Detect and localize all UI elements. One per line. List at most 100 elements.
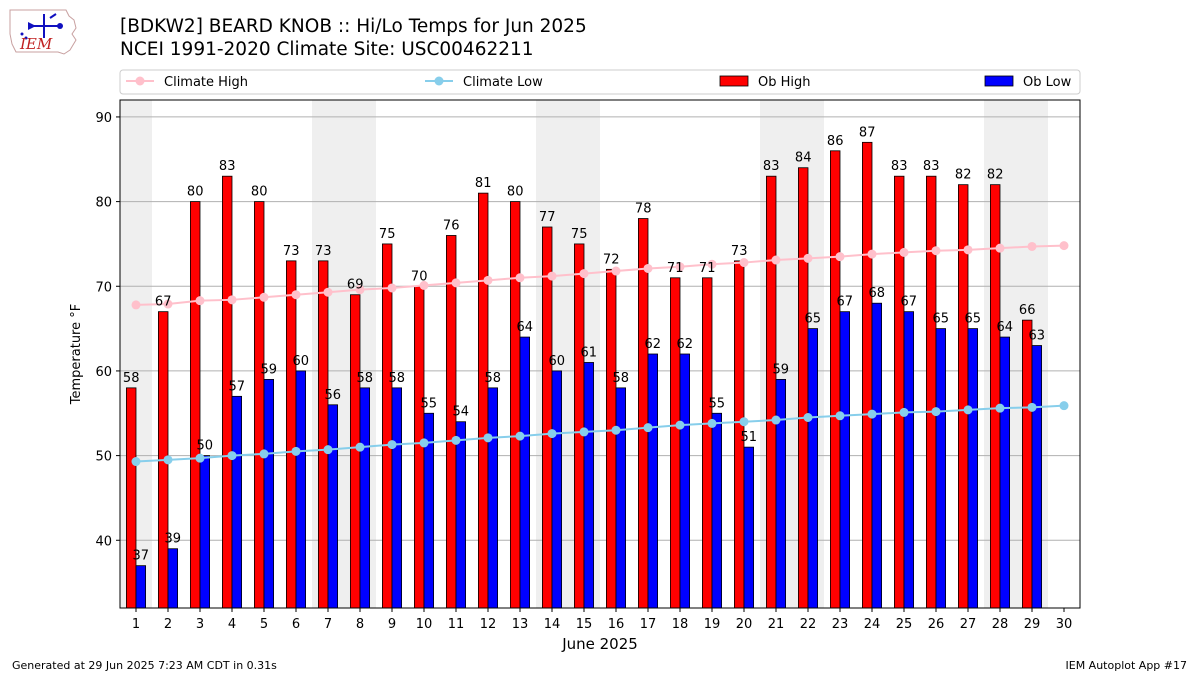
climate-high-point bbox=[195, 296, 205, 306]
x-tick-label: 26 bbox=[928, 617, 945, 632]
climate-low-point bbox=[163, 455, 173, 465]
climate-high-point bbox=[1059, 241, 1069, 251]
ob-low-bar bbox=[455, 421, 467, 609]
y-tick-label: 50 bbox=[95, 450, 112, 465]
ob-low-label: 68 bbox=[869, 286, 886, 301]
legend-label: Ob Low bbox=[1023, 75, 1072, 90]
ob-high-bar bbox=[926, 175, 937, 609]
ob-high-label: 83 bbox=[219, 159, 236, 174]
climate-high-point bbox=[611, 266, 621, 276]
ob-low-bar bbox=[391, 387, 403, 609]
ob-low-bar bbox=[359, 387, 371, 609]
ob-low-bar bbox=[615, 387, 627, 609]
ob-high-bar bbox=[766, 175, 777, 609]
legend-label: Climate Low bbox=[463, 75, 543, 90]
climate-high-point bbox=[579, 269, 589, 279]
chart-subtitle: NCEI 1991-2020 Climate Site: USC00462211 bbox=[120, 39, 534, 60]
ob-low-bar bbox=[135, 565, 147, 609]
x-tick-label: 15 bbox=[576, 617, 593, 632]
x-tick-label: 30 bbox=[1056, 617, 1073, 632]
x-tick-label: 10 bbox=[416, 617, 433, 632]
x-tick-label: 5 bbox=[260, 617, 268, 632]
legend-ob-low: Ob Low bbox=[984, 75, 1072, 90]
x-tick-label: 4 bbox=[228, 617, 236, 632]
ob-high-bar bbox=[702, 277, 713, 609]
climate-low-point bbox=[771, 415, 781, 425]
ob-low-bar bbox=[1031, 345, 1043, 609]
ob-low-label: 63 bbox=[1029, 329, 1046, 344]
climate-high-point bbox=[931, 246, 941, 256]
ob-high-label: 69 bbox=[347, 278, 364, 293]
legend-swatch-marker bbox=[135, 76, 145, 86]
climate-high-point bbox=[707, 259, 717, 269]
climate-high-point bbox=[899, 247, 909, 257]
climate-low-point bbox=[131, 457, 141, 467]
ob-low-bar bbox=[327, 404, 339, 609]
climate-high-point bbox=[771, 255, 781, 265]
climate-high-point bbox=[451, 278, 461, 288]
ob-low-bar bbox=[935, 328, 947, 609]
ob-low-label: 67 bbox=[901, 295, 918, 310]
legend-swatch-marker bbox=[434, 76, 444, 86]
ob-high-label: 76 bbox=[443, 218, 460, 233]
ob-low-label: 58 bbox=[485, 371, 502, 386]
climate-low-point bbox=[707, 418, 717, 428]
climate-lines bbox=[131, 241, 1069, 467]
climate-low-point bbox=[227, 451, 237, 461]
climate-low-point bbox=[483, 433, 493, 443]
ob-high-bar bbox=[574, 243, 585, 609]
ob-low-label: 65 bbox=[933, 312, 950, 327]
x-tick-label: 18 bbox=[672, 617, 689, 632]
logo-text: IEM bbox=[19, 35, 53, 53]
ob-low-bar bbox=[519, 336, 531, 609]
ob-low-label: 55 bbox=[709, 396, 726, 411]
climate-low-point bbox=[387, 440, 397, 450]
climate-low-point bbox=[579, 427, 589, 437]
ob-low-label: 67 bbox=[837, 295, 854, 310]
ob-low-label: 60 bbox=[549, 354, 566, 369]
ob-low-bar bbox=[551, 370, 563, 609]
x-tick-label: 25 bbox=[896, 617, 913, 632]
ob-low-label: 55 bbox=[421, 396, 438, 411]
legend-climate-low: Climate Low bbox=[425, 75, 543, 90]
climate-low-point bbox=[1027, 402, 1037, 412]
x-tick-label: 29 bbox=[1024, 617, 1041, 632]
ob-low-label: 64 bbox=[517, 320, 534, 335]
ob-high-bar bbox=[670, 277, 681, 609]
x-tick-label: 1 bbox=[132, 617, 140, 632]
grid-lines bbox=[120, 116, 1080, 541]
ob-high-bar bbox=[509, 201, 521, 609]
ob-low-bar bbox=[775, 378, 787, 609]
climate-high-point bbox=[131, 300, 141, 310]
ob-low-label: 61 bbox=[581, 345, 598, 360]
ob-high-label: 80 bbox=[251, 185, 268, 200]
ob-high-label: 87 bbox=[859, 125, 876, 140]
climate-high-point bbox=[387, 283, 397, 293]
climate-high-point bbox=[643, 263, 653, 273]
x-tick-label: 6 bbox=[292, 617, 300, 632]
climate-low-point bbox=[835, 411, 845, 421]
climate-high-point bbox=[995, 243, 1005, 253]
ob-high-bar bbox=[477, 192, 489, 609]
x-tick-label: 12 bbox=[480, 617, 497, 632]
ob-high-label: 86 bbox=[827, 134, 844, 149]
legend-label: Climate High bbox=[164, 75, 248, 90]
ob-high-label: 73 bbox=[283, 244, 300, 259]
ob-high-label: 73 bbox=[731, 244, 748, 259]
climate-low-point bbox=[515, 431, 525, 441]
ob-high-label: 73 bbox=[315, 244, 332, 259]
climate-low-point bbox=[1059, 401, 1069, 411]
ob-low-bar bbox=[679, 353, 691, 609]
x-tick-label: 24 bbox=[864, 617, 881, 632]
ob-low-bar bbox=[871, 302, 883, 609]
climate-low-point bbox=[963, 405, 973, 415]
ob-low-label: 39 bbox=[165, 532, 182, 547]
ob-high-bar bbox=[606, 268, 617, 609]
climate-high-point bbox=[163, 299, 173, 309]
ob-high-bar bbox=[542, 226, 553, 609]
x-tick-label: 22 bbox=[800, 617, 817, 632]
ob-low-label: 51 bbox=[741, 430, 758, 445]
climate-high-point bbox=[419, 280, 429, 290]
climate-low-point bbox=[643, 423, 653, 433]
ob-low-bar bbox=[263, 378, 275, 609]
